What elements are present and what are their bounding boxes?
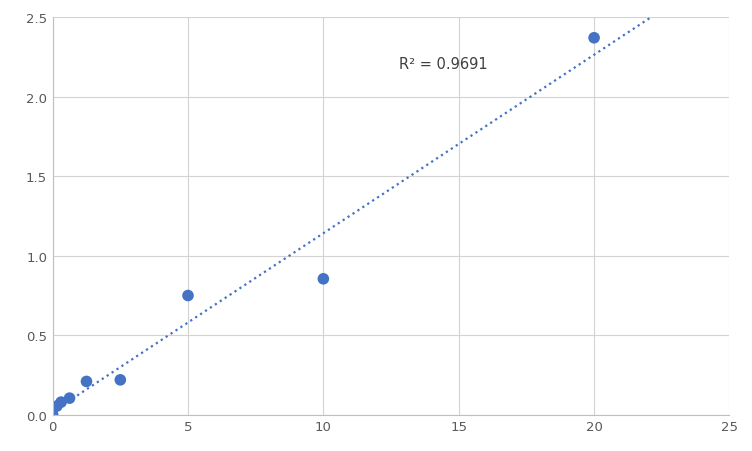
Point (80, 378, 92, 385)
Point (588, 35, 600, 42)
Text: R² = 0.9691: R² = 0.9691 (399, 57, 488, 72)
Point (55, 399, 67, 406)
Point (317, 276, 329, 283)
Point (114, 377, 126, 384)
Point (51, 403, 63, 410)
Point (47, 411, 59, 418)
Point (63, 395, 75, 402)
Point (182, 292, 194, 299)
